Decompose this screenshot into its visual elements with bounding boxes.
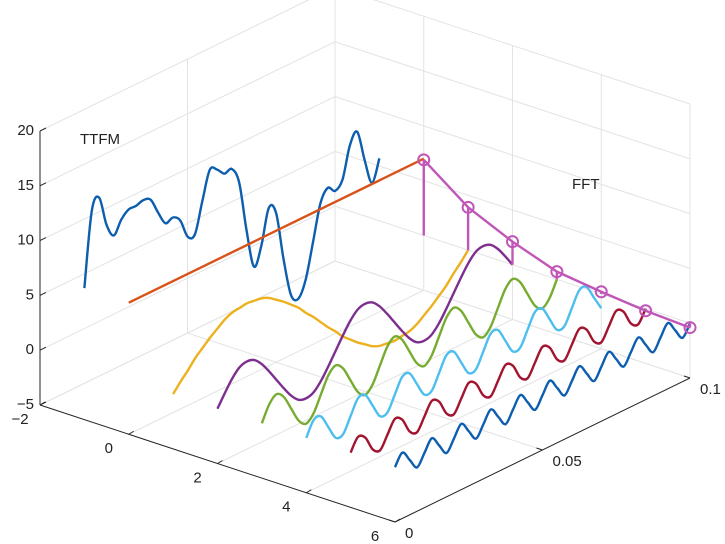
x-tick-label: 0: [105, 440, 113, 457]
z-tick-label: 5: [26, 286, 34, 303]
z-tick: [39, 182, 47, 187]
series-line: [260, 277, 558, 426]
series-line: [172, 249, 470, 395]
x-tick: [305, 489, 312, 494]
fft-marker: [639, 304, 653, 318]
series-line: [393, 321, 692, 469]
x-tick: [394, 518, 401, 523]
annotation: FFT: [572, 176, 600, 193]
z-tick-label: 20: [17, 122, 34, 139]
series-line: [83, 130, 381, 302]
x-tick: [217, 460, 223, 464]
grid-line: [39, 260, 336, 406]
z-tick: [39, 237, 47, 242]
x-tick: [39, 401, 46, 406]
y-tick: [388, 519, 396, 523]
fft-marker: [417, 153, 431, 167]
x-tick-label: 6: [371, 528, 379, 544]
series-line: [349, 308, 647, 454]
series-line: [216, 243, 514, 410]
series-line: [128, 157, 425, 304]
annotation: TTFM: [80, 131, 120, 148]
fft-marker: [506, 235, 519, 249]
x-tick: [128, 430, 135, 435]
z-tick: [39, 291, 47, 296]
fft-marker: [550, 265, 564, 279]
grid-line: [128, 289, 424, 435]
grid-line: [217, 319, 513, 464]
z-tick-label: 10: [17, 232, 34, 249]
fft-marker: [683, 321, 697, 335]
z-tick-label: 15: [17, 177, 34, 194]
x-tick-label: 4: [282, 499, 290, 516]
x-tick-label: −2: [11, 411, 28, 428]
z-tick: [39, 127, 47, 132]
grid-line: [306, 348, 602, 494]
y-tick: [536, 447, 543, 451]
z-tick: [39, 346, 47, 351]
y-tick: [683, 375, 691, 379]
y-tick-label: 0.1: [700, 381, 721, 398]
series-line: [305, 285, 603, 440]
y-tick-label: 0: [405, 525, 413, 542]
fft-line: [422, 159, 691, 329]
fft-marker: [594, 285, 608, 299]
grid-layer: [39, 0, 691, 523]
y-tick-label: 0.05: [553, 453, 582, 470]
z-tick-label: 0: [26, 341, 34, 358]
marks-layer: [83, 130, 697, 469]
z-tick-label: −5: [17, 396, 34, 413]
axis-layer: −5 0 5 10 15 20 −2 0 2 4 6 0 0.05 0.1: [11, 122, 720, 544]
x-tick-label: 2: [193, 469, 201, 486]
fft-marker: [461, 200, 475, 214]
